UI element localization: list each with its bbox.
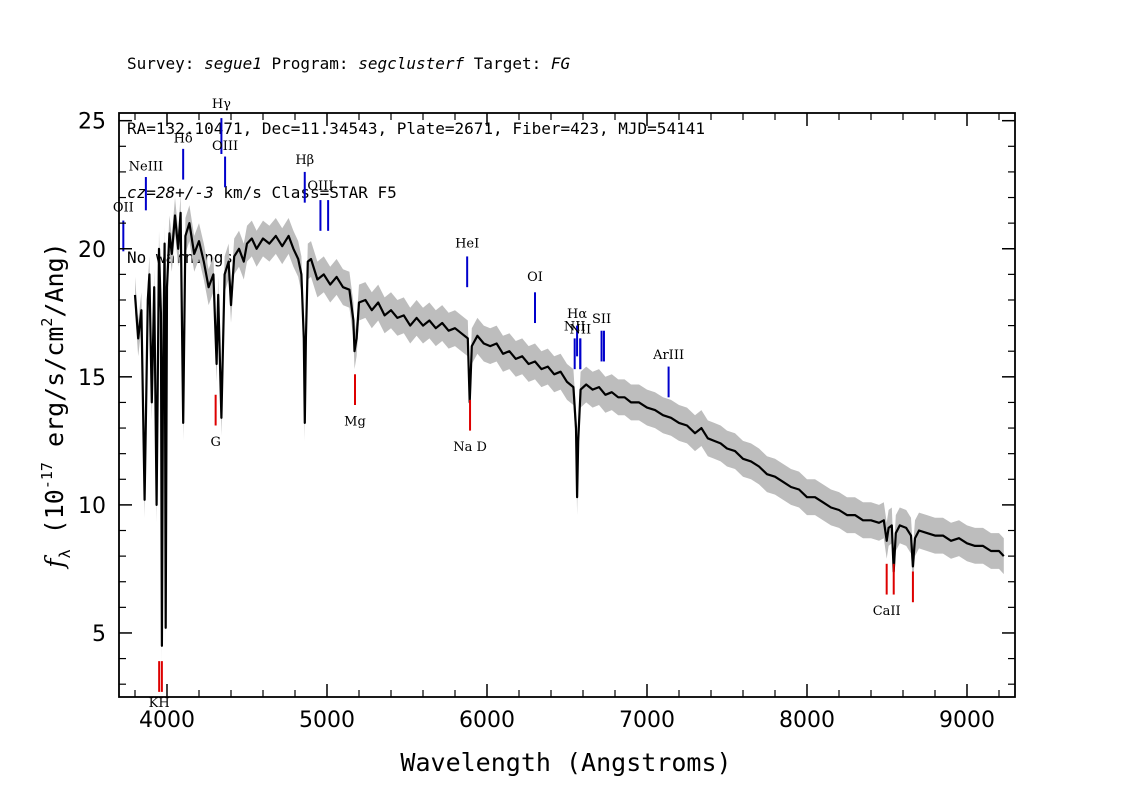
x-tick-label: 8000 (779, 708, 835, 733)
target-value: FG (550, 54, 571, 73)
emission-label-14: SII (592, 312, 611, 327)
class-value: km/s Class=STAR F5 (223, 183, 397, 202)
survey-key: Survey: (127, 54, 205, 73)
emission-label-4: OIII (212, 139, 238, 154)
flux-line (133, 211, 1005, 647)
y-axis-label: fλ (10-17 erg/s/cm2/Ang) (38, 242, 74, 569)
emission-label-2: Hδ (174, 131, 193, 146)
header-line-3: cz=28+/-3 km/s Class=STAR F5 (127, 182, 705, 204)
absorption-label-5: CaII (873, 604, 901, 619)
absorption-label-2: G (210, 435, 220, 450)
emission-label-3: Hγ (212, 97, 231, 112)
absorption-label-4: Na D (453, 440, 487, 455)
y-tick-label: 25 (78, 110, 106, 135)
spectrum-header: Survey: segue1 Program: segclusterf Targ… (127, 10, 705, 290)
header-line-2: RA=132.10471, Dec=11.34543, Plate=2671, … (127, 118, 705, 138)
emission-label-0: OII (113, 201, 134, 216)
emission-label-10: NII (564, 320, 586, 335)
x-tick-label: 5000 (299, 708, 355, 733)
program-value: segclusterf (358, 54, 465, 73)
error-band (135, 195, 1004, 664)
emission-label-9: OI (527, 270, 543, 285)
y-tick-label: 15 (78, 366, 106, 391)
emission-label-16: ArIII (652, 348, 684, 363)
y-axis-label-text: fλ (10-17 erg/s/cm2/Ang) (38, 242, 74, 569)
x-tick-label: 6000 (459, 708, 515, 733)
x-tick-label: 9000 (939, 708, 995, 733)
y-tick-label: 20 (78, 238, 106, 263)
y-tick-label: 5 (92, 622, 106, 647)
emission-label-8: HeI (455, 236, 479, 251)
x-axis-label: Wavelength (Angstroms) (400, 748, 731, 777)
absorption-label-0: KH (149, 696, 170, 711)
emission-label-13: NII (569, 322, 591, 337)
plot-frame (118, 112, 1016, 698)
emission-label-11: Hα (567, 307, 587, 322)
x-tick-label: 4000 (139, 708, 195, 733)
survey-value: segue1 (204, 54, 262, 73)
emission-label-1: NeIII (129, 160, 163, 175)
header-line-1: Survey: segue1 Program: segclusterf Targ… (127, 53, 705, 75)
x-tick-label: 7000 (619, 708, 675, 733)
redshift-value: cz=28+/-3 (127, 183, 214, 202)
absorption-label-3: Mg (344, 414, 366, 429)
emission-label-6: OIII (307, 179, 333, 194)
target-key: Target: (464, 54, 551, 73)
emission-label-5: Hβ (295, 153, 314, 168)
program-key: Program: (261, 54, 359, 73)
y-tick-label: 10 (78, 494, 106, 519)
